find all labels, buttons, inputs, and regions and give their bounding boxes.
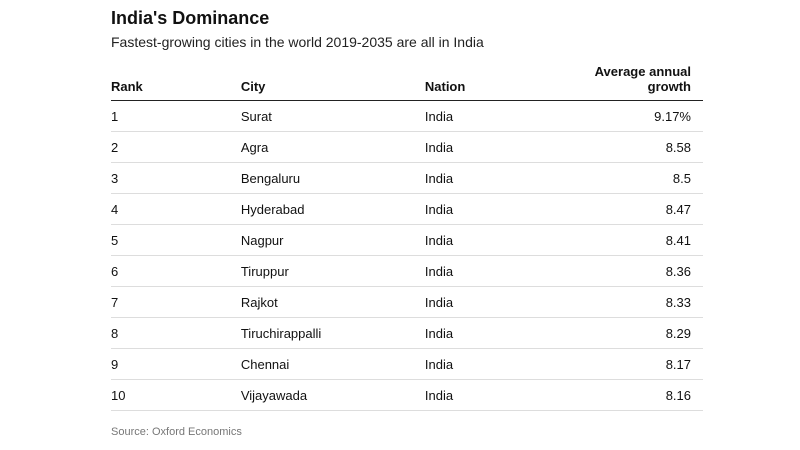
header-row: Rank City Nation Average annual growth bbox=[111, 62, 703, 101]
column-header: Average annual growth bbox=[578, 62, 703, 101]
table-cell: 7 bbox=[111, 286, 241, 318]
table-cell: India bbox=[424, 379, 579, 411]
table-row: 6 Tiruppur India 8.36 bbox=[111, 255, 703, 287]
table-cell: 8.36 bbox=[578, 255, 703, 287]
table-cell: 8 bbox=[111, 317, 241, 349]
table-cell: 8.29 bbox=[578, 317, 703, 349]
table-cell: India bbox=[424, 224, 579, 256]
column-header: City bbox=[240, 62, 425, 101]
table-cell: Agra bbox=[240, 131, 425, 163]
table-cell: Tiruchirappalli bbox=[240, 317, 425, 349]
data-table: Rank City Nation Average annual growth 1 Sur… bbox=[111, 62, 703, 411]
column-header: Nation bbox=[424, 62, 579, 101]
table-cell: 8.47 bbox=[578, 193, 703, 225]
table-cell: 8.16 bbox=[578, 379, 703, 411]
table-cell: India bbox=[424, 100, 579, 132]
table-cell: India bbox=[424, 255, 579, 287]
table-cell: Hyderabad bbox=[240, 193, 425, 225]
table-cell: 6 bbox=[111, 255, 241, 287]
table-row: 4 Hyderabad India 8.47 bbox=[111, 193, 703, 225]
table-cell: Tiruppur bbox=[240, 255, 425, 287]
table-cell: 8.33 bbox=[578, 286, 703, 318]
table-cell: India bbox=[424, 348, 579, 380]
table-cell: Chennai bbox=[240, 348, 425, 380]
table-cell: 8.58 bbox=[578, 131, 703, 163]
table-cell: 5 bbox=[111, 224, 241, 256]
table-cell: 9.17% bbox=[578, 100, 703, 132]
table-cell: India bbox=[424, 193, 579, 225]
table-cell: India bbox=[424, 131, 579, 163]
table-cell: 8.17 bbox=[578, 348, 703, 380]
table-cell: 4 bbox=[111, 193, 241, 225]
table-row: 10 Vijayawada India 8.16 bbox=[111, 379, 703, 411]
table-cell: 1 bbox=[111, 100, 241, 132]
table-row: 1 Surat India 9.17% bbox=[111, 100, 703, 132]
table-cell: 9 bbox=[111, 348, 241, 380]
table-cell: Nagpur bbox=[240, 224, 425, 256]
table-cell: India bbox=[424, 162, 579, 194]
table-head: Rank City Nation Average annual growth bbox=[111, 62, 703, 101]
table-cell: Rajkot bbox=[240, 286, 425, 318]
table-cell: 8.5 bbox=[578, 162, 703, 194]
column-header: Rank bbox=[111, 62, 241, 101]
title: India's Dominance bbox=[111, 8, 270, 28]
table-row: 7 Rajkot India 8.33 bbox=[111, 286, 703, 318]
source-note: Source: Oxford Economics bbox=[111, 426, 242, 438]
table-row: 8 Tiruchirappalli India 8.29 bbox=[111, 317, 703, 349]
table-cell: 2 bbox=[111, 131, 241, 163]
table-cell: India bbox=[424, 286, 579, 318]
table-cell: Surat bbox=[240, 100, 425, 132]
table-row: 5 Nagpur India 8.41 bbox=[111, 224, 703, 256]
subtitle: Fastest-growing cities in the world 2019… bbox=[111, 34, 484, 50]
table-body: 1 Surat India 9.17% 2 Agra India 8.58 3 Bengaluru… bbox=[111, 100, 703, 411]
table-row: 2 Agra India 8.58 bbox=[111, 131, 703, 163]
table-cell: 8.41 bbox=[578, 224, 703, 256]
table-cell: India bbox=[424, 317, 579, 349]
table-row: 3 Bengaluru India 8.5 bbox=[111, 162, 703, 194]
table-cell: Vijayawada bbox=[240, 379, 425, 411]
table-cell: 10 bbox=[111, 379, 241, 411]
table-cell: 3 bbox=[111, 162, 241, 194]
table-cell: Bengaluru bbox=[240, 162, 425, 194]
table-row: 9 Chennai India 8.17 bbox=[111, 348, 703, 380]
